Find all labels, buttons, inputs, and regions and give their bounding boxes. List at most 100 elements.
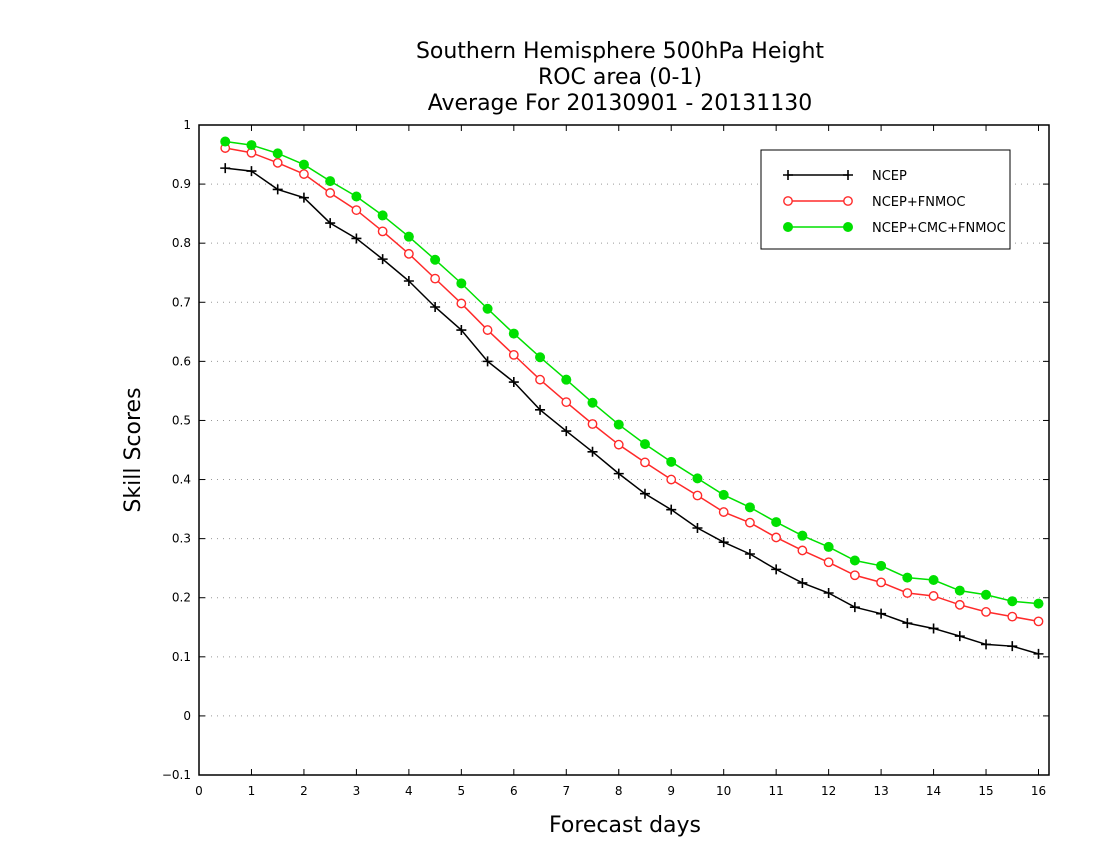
data-point-ncep-fnmoc [981,607,991,617]
x-tick-label: 13 [873,784,888,798]
data-point-ncep-fnmoc [325,188,336,198]
x-tick-label: 9 [667,784,675,798]
data-point-ncep [403,276,414,286]
data-point-ncep [928,623,939,634]
data-point-ncep [666,504,677,515]
series-line-ncep [225,167,1039,655]
x-tick-label: 7 [562,784,570,798]
x-axis-ticks: 0 1 2 3 4 5 6 7 8 9 10 11 12 13 14 15 16 [195,125,1046,798]
data-point-ncep [377,254,388,265]
data-point-ncep-cmc-fnmoc [928,575,939,585]
y-tick-label: 1 [183,118,191,132]
y-tick-label: 0 [183,709,191,723]
x-tick-label: 16 [1031,784,1046,798]
chart-title-line-3: Average For 20130901 - 20131130 [428,91,813,116]
data-point-ncep-fnmoc [272,157,283,168]
data-point-ncep [718,537,729,548]
y-tick-label: 0.1 [172,650,191,664]
legend-marker-ncep [783,170,793,180]
data-point-ncep-cmc-fnmoc [849,555,860,566]
series-layer [220,136,1044,659]
legend-marker-ncep-cmc-fnmoc [783,222,793,232]
data-point-ncep-cmc-fnmoc [220,136,231,147]
data-point-ncep [797,577,808,588]
legend-box [760,149,1011,250]
data-point-ncep-fnmoc [535,374,545,385]
data-point-ncep-cmc-fnmoc [535,352,546,363]
data-point-ncep-cmc-fnmoc [666,456,677,467]
data-point-ncep-fnmoc [745,517,755,528]
data-point-ncep [902,618,913,629]
legend: NCEP NCEP+FNMOC NCEP+CMC+FNMOC [760,149,1011,250]
data-point-ncep-cmc-fnmoc [456,278,467,289]
data-point-ncep [220,163,231,174]
data-point-ncep [823,588,834,598]
data-point-ncep [849,602,860,613]
x-tick-label: 4 [405,784,413,798]
y-tick-label: 0.4 [172,473,191,487]
chart-title: Southern Hemisphere 500hPa Height ROC ar… [416,39,824,116]
data-point-ncep [246,166,257,177]
x-tick-label: 3 [353,784,361,798]
data-point-ncep [351,233,362,244]
legend-marker-ncep [843,170,853,180]
data-point-ncep-fnmoc [587,419,598,429]
x-tick-label: 8 [615,784,623,798]
data-point-ncep-cmc-fnmoc [561,374,572,385]
data-point-ncep-fnmoc [928,591,939,601]
data-point-ncep-cmc-fnmoc [954,585,965,596]
data-point-ncep [639,488,650,499]
data-point-ncep [298,192,309,203]
x-tick-label: 14 [926,784,941,798]
data-point-ncep-cmc-fnmoc [771,517,782,528]
data-point-ncep-fnmoc [797,545,808,556]
x-tick-label: 15 [978,784,993,798]
x-tick-label: 0 [195,784,203,798]
y-axis-ticks: −0.1 0 0.1 0.2 0.3 0.4 0.5 0.6 0.7 0.8 0.9 1 [162,118,1049,782]
y-tick-label: 0.2 [172,591,191,605]
data-point-ncep-cmc-fnmoc [403,231,414,242]
data-point-ncep [692,523,703,533]
legend-marker-ncep-cmc-fnmoc [843,222,853,232]
data-point-ncep-cmc-fnmoc [430,254,441,265]
data-point-ncep-cmc-fnmoc [981,589,992,600]
legend-marker-ncep-fnmoc [783,196,793,206]
data-point-ncep [587,446,598,457]
x-tick-label: 12 [821,784,836,798]
data-point-ncep-fnmoc [561,397,572,408]
data-point-ncep-cmc-fnmoc [272,148,283,159]
legend-marker-ncep-fnmoc [843,196,853,206]
data-point-ncep-cmc-fnmoc [587,397,598,408]
legend-label-ncep: NCEP [872,169,907,184]
data-point-ncep-fnmoc [351,205,362,215]
data-point-ncep-fnmoc [508,349,519,360]
data-point-ncep [954,631,965,642]
data-point-ncep [325,218,336,229]
chart-title-line-1: Southern Hemisphere 500hPa Height [416,39,824,64]
data-point-ncep-fnmoc [1033,616,1044,627]
data-point-ncep [561,426,572,437]
data-point-ncep-cmc-fnmoc [876,560,887,571]
x-axis-label: Forecast days [549,813,701,838]
data-point-ncep-cmc-fnmoc [902,572,913,583]
data-point-ncep-cmc-fnmoc [325,176,336,187]
series-ncep [220,163,1044,659]
data-point-ncep-fnmoc [430,273,441,284]
data-point-ncep [535,404,546,415]
data-point-ncep-fnmoc [902,588,913,598]
data-point-ncep-fnmoc [377,226,388,237]
data-point-ncep-cmc-fnmoc [1007,596,1018,607]
data-point-ncep-fnmoc [666,474,677,485]
data-point-ncep-cmc-fnmoc [639,439,650,450]
y-axis-label: Skill Scores [121,387,146,512]
data-point-ncep [272,184,283,195]
data-point-ncep [1033,648,1044,659]
data-point-ncep-fnmoc [640,457,650,468]
data-point-ncep-fnmoc [692,490,703,501]
y-tick-label: 0.8 [172,236,191,250]
y-tick-label: 0.3 [172,532,191,546]
y-tick-label: 0.9 [172,177,191,191]
data-point-ncep [508,377,519,388]
series-ncep-cmc-fnmoc [220,136,1044,609]
